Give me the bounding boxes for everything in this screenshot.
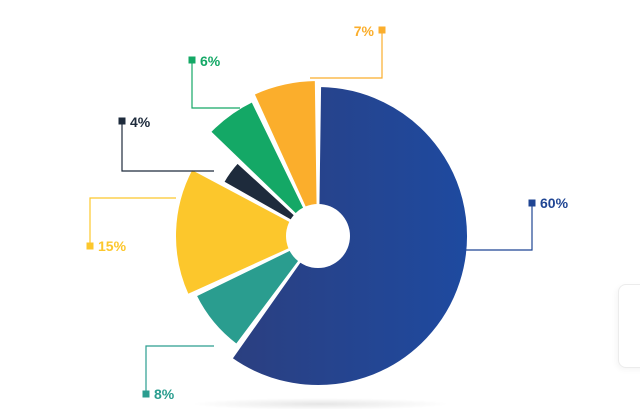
slice-label-4: 4% bbox=[130, 114, 151, 130]
slice-label-8: 8% bbox=[154, 386, 175, 402]
pie-slice-6 bbox=[208, 99, 319, 237]
leader-line-15 bbox=[89, 197, 176, 246]
pie-slice-8 bbox=[194, 235, 319, 347]
leader-marker-4 bbox=[118, 117, 126, 125]
leader-marker-6 bbox=[188, 56, 196, 64]
leader-line-7 bbox=[310, 30, 383, 79]
leader-line-6 bbox=[191, 60, 240, 109]
side-card-edge bbox=[618, 284, 640, 368]
slice-label-7: 7% bbox=[354, 23, 375, 39]
leader-marker-60 bbox=[528, 199, 536, 207]
pie-slice-7 bbox=[252, 79, 319, 237]
leader-line-60 bbox=[466, 203, 533, 251]
slice-label-15: 15% bbox=[98, 238, 127, 254]
donut-hole bbox=[286, 204, 350, 268]
leader-marker-8 bbox=[142, 390, 150, 398]
pie-slice-15 bbox=[174, 167, 321, 297]
leader-line-8 bbox=[145, 345, 214, 394]
slice-label-6: 6% bbox=[200, 53, 221, 69]
leader-marker-7 bbox=[378, 26, 386, 34]
leader-line-4 bbox=[121, 121, 214, 172]
chart-shadow bbox=[190, 398, 450, 409]
slice-label-60: 60% bbox=[540, 195, 569, 211]
leader-marker-15 bbox=[86, 242, 94, 250]
